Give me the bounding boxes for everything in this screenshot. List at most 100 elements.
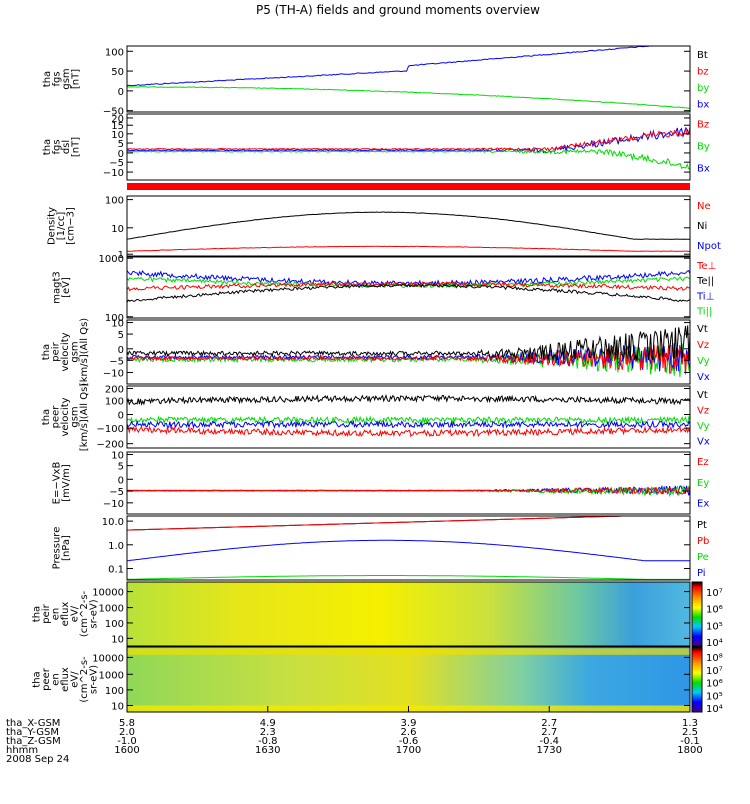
y-tick-label: 100 bbox=[105, 686, 124, 697]
trace-by bbox=[127, 86, 690, 109]
legend-entry-ex: Ex bbox=[697, 499, 709, 510]
legend-entry-by: by bbox=[697, 83, 709, 94]
y-tick-label: 10 bbox=[111, 702, 124, 713]
y-axis-label: tha bbox=[42, 71, 53, 87]
y-axis-label: E=−VxB bbox=[51, 462, 62, 505]
x-tick-label: -0.6 bbox=[399, 736, 419, 747]
panel-frame bbox=[126, 581, 691, 647]
x-axis-date: 2008 Sep 24 bbox=[6, 754, 69, 765]
spectrogram-p9 bbox=[127, 582, 690, 646]
y-axis-label: Pressure bbox=[51, 527, 62, 570]
y-axis-label: [mV/m] bbox=[61, 464, 72, 502]
y-axis-label: [nT] bbox=[70, 137, 81, 157]
y-axis-label: peir bbox=[51, 341, 62, 361]
x-axis-row-label: tha_Z-GSM bbox=[6, 736, 61, 747]
legend-entry-bx: bx bbox=[697, 100, 709, 111]
y-tick-label: 1.0 bbox=[108, 541, 124, 552]
panel-p9: 10⁷ 10⁶ 10⁵ 10⁴ 10000 1000 100 10 thapeireneflux… bbox=[32, 581, 723, 649]
y-tick-label: 5 bbox=[118, 462, 124, 473]
y-axis-label: [km/s](All Qs) bbox=[79, 318, 90, 386]
y-tick-label: 0 bbox=[118, 149, 124, 160]
legend-entry-pe: Pe bbox=[697, 552, 709, 563]
trace-pe bbox=[127, 575, 690, 580]
y-axis-label: peer bbox=[51, 405, 62, 429]
y-tick-label: 1000 bbox=[99, 604, 124, 615]
trace-pb bbox=[127, 516, 640, 531]
legend-entry-bt: Bt bbox=[697, 50, 708, 61]
colorbar-label: 10⁴ bbox=[706, 704, 723, 715]
colorbar-frame-p10 bbox=[691, 646, 703, 713]
y-tick-label: −50 bbox=[103, 107, 124, 118]
trace-bz bbox=[127, 126, 690, 152]
y-axis-label: dsl bbox=[61, 140, 72, 154]
x-tick-label: 4.9 bbox=[260, 718, 276, 729]
y-axis-label: peer bbox=[41, 667, 52, 691]
y-axis-label: sr-eV) bbox=[89, 599, 100, 628]
y-tick-label: −5 bbox=[109, 356, 124, 367]
legend-entry-ey: Ey bbox=[697, 478, 709, 489]
y-axis-label: [nPa] bbox=[61, 535, 72, 561]
x-tick-label: 5.8 bbox=[119, 718, 135, 729]
y-axis-label: gsm bbox=[70, 341, 81, 362]
y-tick-label: 100 bbox=[105, 619, 124, 630]
legend-entry-vz: Vz bbox=[697, 340, 709, 351]
panel-p3-plot-area bbox=[127, 211, 690, 252]
legend-entry-vt: Vt bbox=[697, 390, 708, 401]
y-axis-label: eflux bbox=[60, 667, 71, 692]
y-axis-label: tha bbox=[32, 606, 43, 622]
legend-entry-bx: Bx bbox=[697, 164, 710, 175]
chart-title: P5 (TH-A) fields and ground moments over… bbox=[256, 3, 540, 17]
x-tick-label: -0.4 bbox=[539, 736, 559, 747]
y-tick-label: −10 bbox=[103, 499, 124, 510]
panel-frame bbox=[126, 195, 691, 257]
y-axis-label: tha bbox=[42, 139, 53, 155]
panel-frame bbox=[126, 256, 691, 319]
y-axis-label: en bbox=[51, 673, 62, 686]
legend-entry-te: Te⊥ bbox=[696, 261, 716, 272]
y-axis-label: fgs bbox=[51, 139, 62, 154]
y-axis-label: gsm bbox=[70, 406, 81, 427]
y-axis-label: sr-eV) bbox=[89, 665, 100, 694]
y-axis-label: [nT] bbox=[70, 69, 81, 89]
panel-frame bbox=[126, 385, 691, 449]
y-tick-label: 0 bbox=[118, 87, 124, 98]
trace-bx bbox=[127, 46, 658, 87]
y-axis-label: [cm−3] bbox=[66, 207, 77, 245]
y-axis-label: (cm^2-s- bbox=[79, 590, 90, 637]
trace-vx bbox=[127, 419, 690, 430]
colorbar-label: 10⁷ bbox=[706, 588, 723, 599]
legend-entry-bz: bz bbox=[697, 67, 709, 78]
y-tick-label: 0 bbox=[118, 345, 124, 356]
trace-ti-perp bbox=[127, 269, 690, 287]
panel-p5-plot-area bbox=[127, 325, 690, 378]
y-tick-label: 15 bbox=[111, 121, 124, 132]
colorbar-label: 10⁸ bbox=[706, 653, 723, 664]
panel-p7: 105 0−5−10 E=−VxB[mV/m] Ez Ey Ex bbox=[51, 450, 709, 515]
y-tick-label: −5 bbox=[109, 487, 124, 498]
legend-entry-pi: Pi bbox=[697, 568, 706, 579]
y-tick-label: 10000 bbox=[92, 653, 124, 664]
spectrogram-p10 bbox=[127, 647, 690, 712]
x-tick-label: 3.9 bbox=[401, 718, 417, 729]
y-axis-label: fgs bbox=[51, 71, 62, 86]
colorbar-label: 10⁶ bbox=[706, 605, 723, 616]
y-axis-label: tha bbox=[32, 671, 43, 687]
y-tick-label: 0 bbox=[118, 411, 124, 422]
legend-entry-pt: Pt bbox=[697, 520, 707, 531]
x-axis-row-label: hhmm bbox=[6, 745, 38, 756]
y-axis-label: velocity bbox=[60, 397, 71, 436]
panel-p7-plot-area bbox=[127, 484, 690, 497]
colorbar-label: 10⁷ bbox=[706, 666, 723, 677]
y-tick-label: 10 bbox=[111, 634, 124, 645]
x-tick-label: -0.8 bbox=[258, 736, 278, 747]
trace-ni bbox=[127, 211, 690, 240]
panel-p9-plot-area bbox=[127, 582, 690, 646]
y-axis-label: magt3 bbox=[51, 271, 62, 304]
y-tick-label: 5 bbox=[118, 330, 124, 341]
y-tick-label: −10 bbox=[103, 368, 124, 379]
x-tick-label: 1.3 bbox=[682, 718, 698, 729]
legend-entry-ne: Ne bbox=[697, 201, 711, 212]
